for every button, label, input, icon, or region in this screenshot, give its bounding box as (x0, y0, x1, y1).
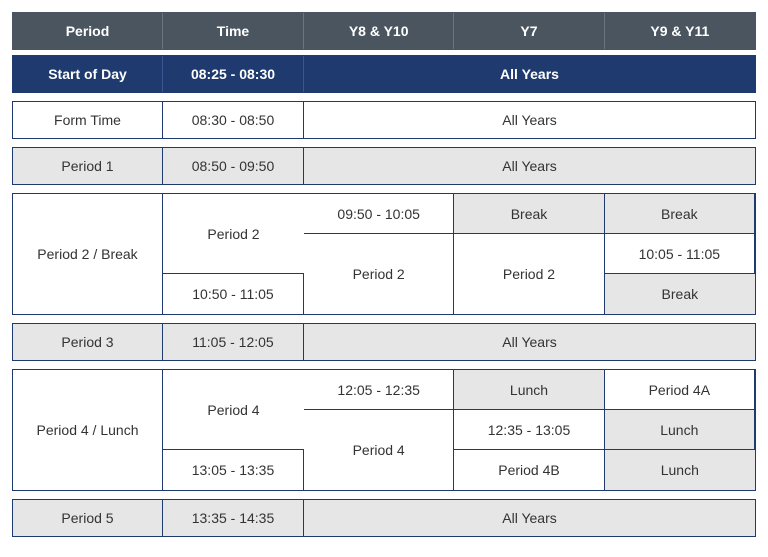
cell-time-3: 13:05 - 13:35 (163, 450, 304, 490)
cell-y8y10-break: Break (454, 194, 604, 234)
cell-time-2: 12:35 - 13:05 (454, 410, 604, 450)
cell-time-1: 12:05 - 12:35 (304, 370, 454, 410)
cell-period: Period 1 (13, 148, 163, 184)
cell-time-3: 10:50 - 11:05 (163, 274, 304, 314)
cell-span: All Years (304, 324, 755, 360)
header-row: Period Time Y8 & Y10 Y7 Y9 & Y11 (12, 12, 756, 50)
cell-y9y11-break: Break (605, 274, 755, 314)
cell-y9y11-p2: Period 2 (163, 194, 304, 274)
cell-period: Start of Day (13, 56, 163, 92)
cell-y9y11-lunch: Lunch (605, 450, 755, 490)
cell-y9y11-p4: Period 4 (163, 370, 304, 450)
cell-time-1: 09:50 - 10:05 (304, 194, 454, 234)
cell-time: 11:05 - 12:05 (163, 324, 304, 360)
timetable: Period Time Y8 & Y10 Y7 Y9 & Y11 Start o… (12, 12, 756, 537)
cell-period: Period 4 / Lunch (13, 370, 163, 490)
cell-span: All Years (304, 56, 755, 92)
cell-y7-break: Break (605, 194, 755, 234)
cell-span: All Years (304, 500, 755, 536)
cell-time: 08:50 - 09:50 (163, 148, 304, 184)
cell-time: 08:30 - 08:50 (163, 102, 304, 138)
cell-period: Period 3 (13, 324, 163, 360)
col-period: Period (13, 13, 163, 49)
cell-y7-p2: Period 2 (454, 234, 604, 314)
cell-y7-lunch: Lunch (605, 410, 755, 450)
col-y9y11: Y9 & Y11 (605, 13, 755, 49)
cell-y8y10-lunch: Lunch (454, 370, 604, 410)
col-y7: Y7 (454, 13, 604, 49)
cell-time: 08:25 - 08:30 (163, 56, 304, 92)
cell-period: Period 5 (13, 500, 163, 536)
row-form-time: Form Time 08:30 - 08:50 All Years (12, 101, 756, 139)
cell-y8y10-p4: Period 4 (304, 410, 454, 490)
cell-y7-p4b: Period 4B (454, 450, 604, 490)
row-period-5: Period 5 13:35 - 14:35 All Years (12, 499, 756, 537)
row-period-3: Period 3 11:05 - 12:05 All Years (12, 323, 756, 361)
row-start-of-day: Start of Day 08:25 - 08:30 All Years (12, 55, 756, 93)
row-period-1: Period 1 08:50 - 09:50 All Years (12, 147, 756, 185)
col-time: Time (163, 13, 304, 49)
cell-period: Form Time (13, 102, 163, 138)
cell-span: All Years (304, 102, 755, 138)
cell-time: 13:35 - 14:35 (163, 500, 304, 536)
cell-time-2: 10:05 - 11:05 (605, 234, 755, 274)
cell-period: Period 2 / Break (13, 194, 163, 314)
col-y8y10: Y8 & Y10 (304, 13, 454, 49)
block-period2-break: Period 2 / Break 09:50 - 10:05 Break Bre… (12, 193, 756, 315)
cell-span: All Years (304, 148, 755, 184)
cell-y7-p4a: Period 4A (605, 370, 755, 410)
cell-y8y10-p2: Period 2 (304, 234, 454, 314)
block-period4-lunch: Period 4 / Lunch 12:05 - 12:35 Lunch Per… (12, 369, 756, 491)
